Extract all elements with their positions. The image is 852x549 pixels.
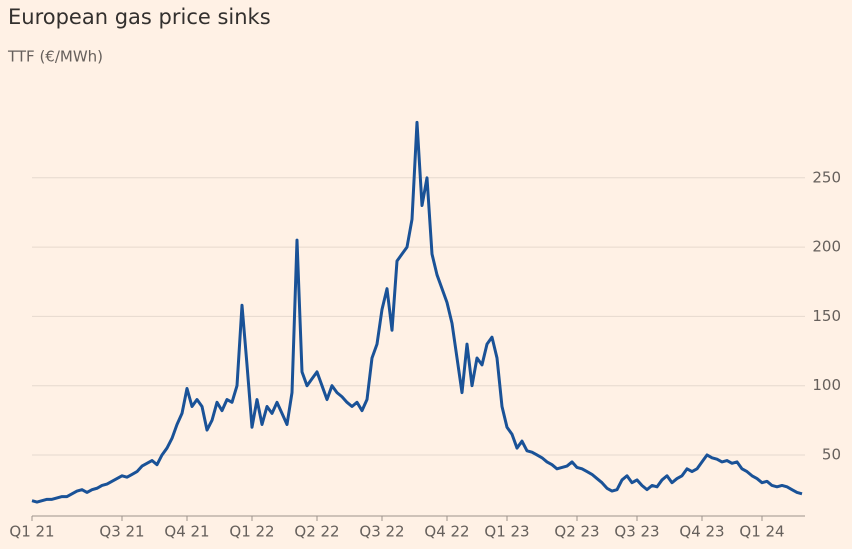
- x-tick-label: Q1 24: [739, 523, 784, 541]
- line-series: [31, 120, 803, 504]
- y-tick-label: 200: [812, 238, 841, 256]
- x-tick-label: Q3 21: [99, 523, 144, 541]
- x-tick-label: Q1 23: [484, 523, 529, 541]
- x-tick-label: Q1 21: [9, 523, 54, 541]
- x-tick-label: Q2 22: [294, 523, 339, 541]
- x-tick-label: Q4 23: [679, 523, 724, 541]
- y-tick-label: 50: [822, 445, 841, 463]
- x-tick-label: Q3 23: [614, 523, 659, 541]
- x-tick-label: Q2 23: [554, 523, 599, 541]
- x-tick-label: Q4 22: [424, 523, 469, 541]
- x-tick-label: Q3 22: [359, 523, 404, 541]
- x-tick-label: Q4 21: [164, 523, 209, 541]
- y-tick-label: 150: [812, 307, 841, 325]
- x-tick-label: Q1 22: [229, 523, 274, 541]
- y-tick-label: 250: [812, 168, 841, 186]
- chart-subtitle: TTF (€/MWh): [7, 48, 103, 66]
- y-tick-label: 100: [812, 376, 841, 394]
- chart-title: European gas price sinks: [8, 5, 271, 29]
